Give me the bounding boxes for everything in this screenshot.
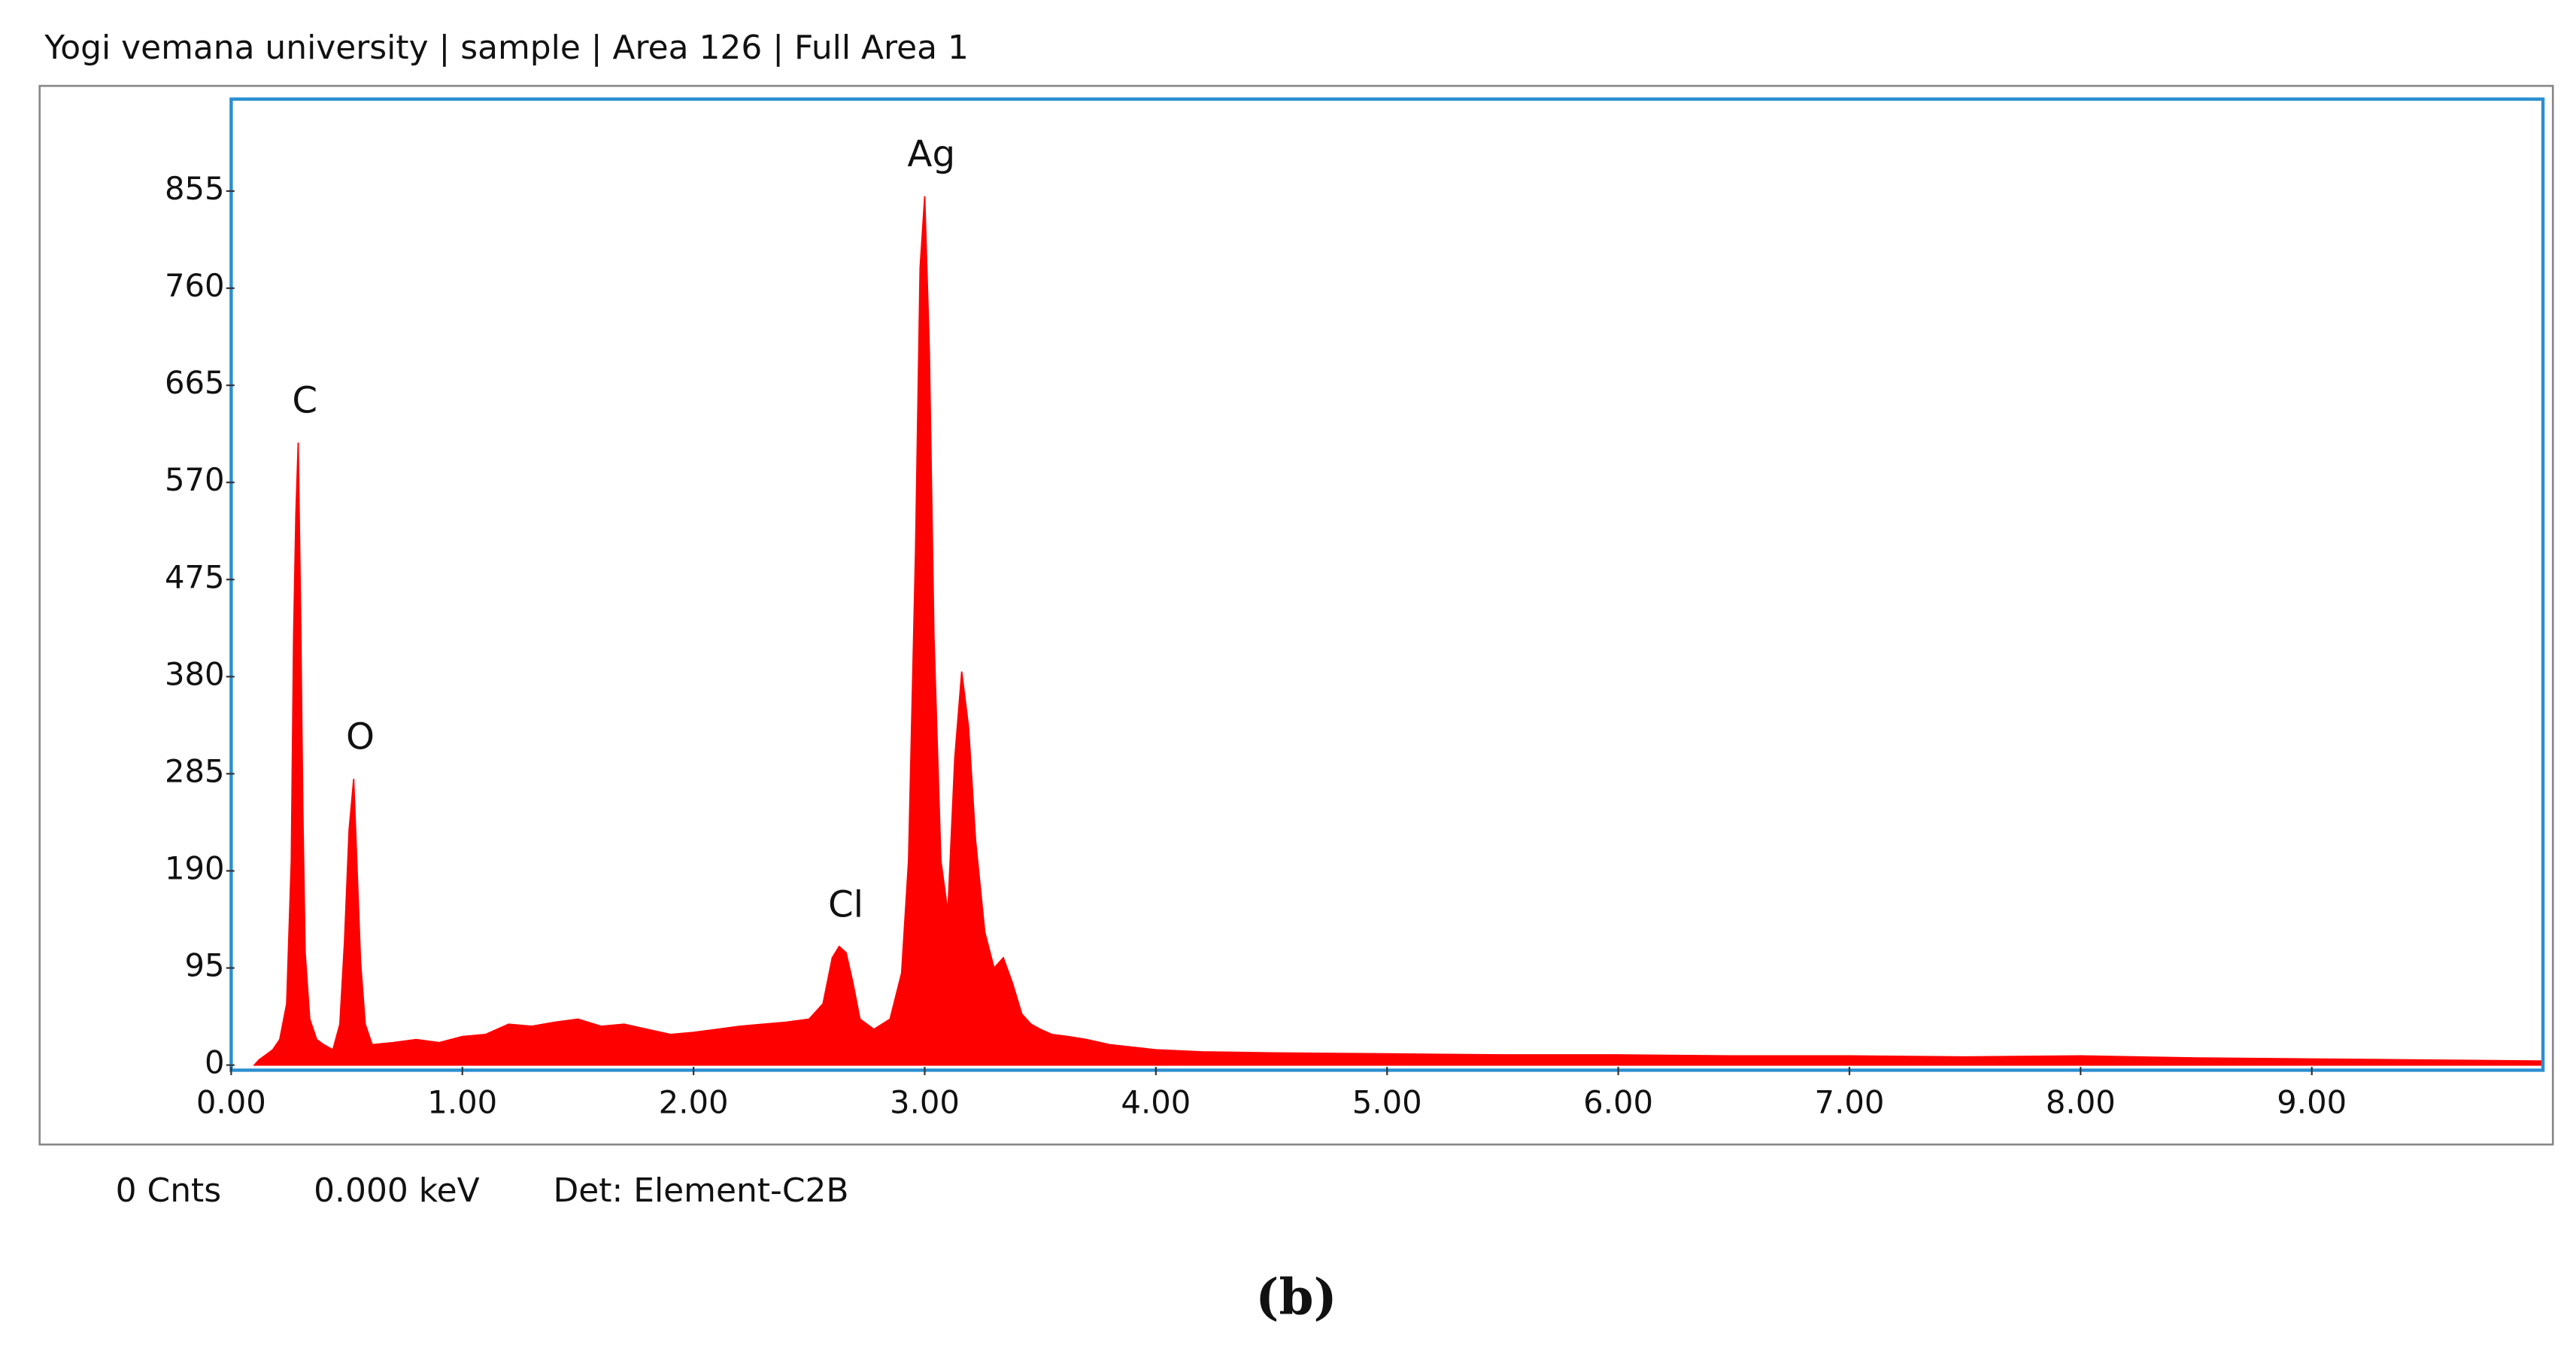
x-tick-label: 1.00 xyxy=(427,1084,497,1121)
y-tick-label: 0 xyxy=(205,1044,225,1081)
peak-label: O xyxy=(346,716,375,758)
frame xyxy=(38,84,2554,1146)
y-tick-label: 760 xyxy=(165,267,225,304)
y-tick-label: 665 xyxy=(165,364,225,401)
y-tick-label: 95 xyxy=(185,947,225,984)
y-tick-label: 380 xyxy=(165,655,225,692)
peak-label: C xyxy=(292,380,317,422)
y-tick-label: 475 xyxy=(165,558,225,595)
x-tick-label: 5.00 xyxy=(1352,1084,1422,1121)
x-tick-label: 8.00 xyxy=(2046,1084,2116,1121)
caption: (b) xyxy=(1255,1268,1337,1326)
status-energy: 0.000 keV xyxy=(314,1171,480,1210)
x-tick-label: 7.00 xyxy=(1815,1084,1885,1121)
spectrum-area xyxy=(253,196,2544,1066)
x-tick-label: 0.00 xyxy=(196,1084,266,1121)
x-tick-label: 2.00 xyxy=(659,1084,729,1121)
chart-title: Yogi vemana university | sample | Area 1… xyxy=(44,29,969,67)
status-counts: 0 Cnts xyxy=(116,1171,221,1210)
y-tick-label: 285 xyxy=(165,752,225,789)
status-detector: Det: Element-C2B xyxy=(553,1171,848,1210)
y-tick-label: 855 xyxy=(165,170,225,207)
x-tick-label: 3.00 xyxy=(890,1084,960,1121)
x-tick-label: 9.00 xyxy=(2277,1084,2347,1121)
x-tick-label: 4.00 xyxy=(1121,1084,1191,1121)
peak-label: Cl xyxy=(828,883,863,925)
x-tick-label: 6.00 xyxy=(1583,1084,1653,1121)
peak-label: Ag xyxy=(907,133,955,175)
y-tick-label: 190 xyxy=(165,849,225,886)
y-tick-label: 570 xyxy=(165,461,225,498)
